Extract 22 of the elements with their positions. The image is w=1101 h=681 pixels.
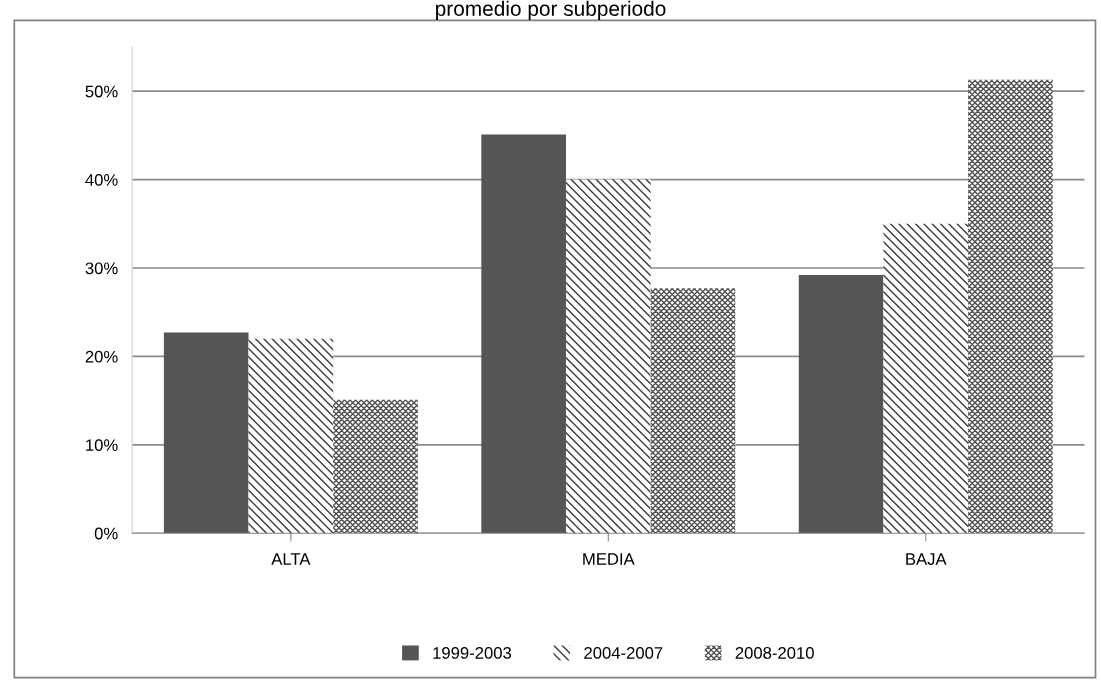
legend-label: 2008-2010	[735, 647, 814, 659]
bar	[968, 79, 1053, 534]
legend-label: 2004-2007	[584, 647, 663, 659]
y-tick-label: 30%	[85, 262, 118, 275]
y-tick-label: 10%	[86, 439, 118, 452]
bar	[798, 275, 884, 534]
y-tick-label: 40%	[85, 174, 118, 186]
legend-label: 1999-2003	[433, 647, 512, 659]
bar	[248, 338, 334, 534]
bar	[883, 223, 969, 534]
x-tick-label: BAJA	[906, 553, 947, 565]
bar	[163, 332, 249, 534]
chart-title: promedio por subperiodo	[436, 0, 666, 21]
bar	[333, 399, 418, 534]
bar	[481, 134, 566, 534]
y-tick-label: 50%	[85, 85, 118, 98]
x-tick-label: ALTA	[271, 553, 311, 565]
y-tick-label: 20%	[85, 350, 118, 363]
bar	[650, 288, 736, 534]
y-tick-label: 0%	[94, 527, 118, 540]
x-tick-label: MEDIA	[583, 553, 635, 565]
bar	[565, 179, 651, 534]
